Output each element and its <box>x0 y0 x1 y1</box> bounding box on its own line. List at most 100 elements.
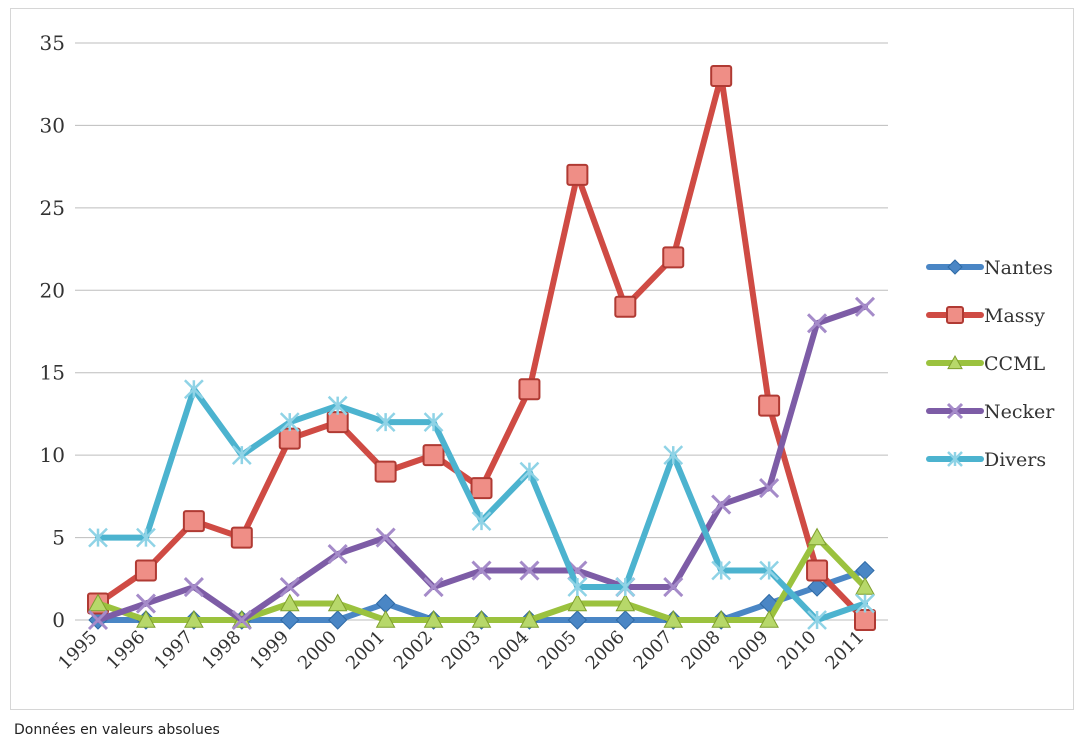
legend-item-divers: Divers <box>926 449 1046 471</box>
data-point <box>423 609 444 628</box>
data-point <box>327 593 348 612</box>
data-point <box>230 526 253 549</box>
data-point <box>855 593 875 614</box>
legend-marker <box>946 402 964 420</box>
data-point <box>375 593 396 614</box>
data-point <box>663 445 684 466</box>
data-point <box>374 460 397 483</box>
data-point <box>135 593 156 614</box>
data-point <box>807 527 827 546</box>
legend-marker <box>946 306 964 324</box>
y-tick-label: 35 <box>40 31 65 55</box>
data-point <box>614 295 637 318</box>
series-divers <box>88 379 875 630</box>
data-point <box>806 559 829 582</box>
legend-label: Massy <box>984 305 1045 327</box>
gridlines <box>75 42 888 621</box>
data-point <box>375 412 396 433</box>
data-point <box>566 163 589 186</box>
data-point <box>423 412 444 433</box>
data-point <box>758 394 781 417</box>
legend-marker <box>947 354 963 370</box>
data-point <box>854 296 876 317</box>
data-point <box>519 461 540 482</box>
x-tick-label: 1998 <box>198 627 245 674</box>
data-point <box>710 64 733 87</box>
x-tick-label: 1996 <box>102 627 149 674</box>
x-tick-label: 2005 <box>534 627 581 674</box>
y-tick-label: 25 <box>40 196 65 220</box>
data-point <box>279 576 300 598</box>
x-tick-label: 2006 <box>582 627 629 674</box>
y-tick-label: 10 <box>40 443 65 467</box>
legend-item-massy: Massy <box>926 305 1045 327</box>
data-point <box>183 576 204 598</box>
x-tick-label: 2000 <box>294 627 341 674</box>
legend-item-ccml: CCML <box>926 353 1046 375</box>
data-point <box>855 576 875 595</box>
data-point <box>134 559 157 582</box>
series-line <box>95 386 868 623</box>
data-point <box>422 444 445 467</box>
y-tick-label: 0 <box>52 608 65 632</box>
data-point <box>518 378 541 401</box>
x-tick-label: 2003 <box>438 627 485 674</box>
x-tick-label: 2004 <box>486 627 533 674</box>
data-point <box>184 609 204 628</box>
data-point <box>88 527 108 548</box>
legend-label: CCML <box>984 353 1046 375</box>
data-point <box>759 560 780 581</box>
series-necker <box>87 296 876 631</box>
data-point <box>87 609 109 631</box>
data-point <box>327 610 348 630</box>
data-point <box>567 577 588 597</box>
data-point <box>375 527 396 548</box>
data-point <box>711 494 732 515</box>
data-point <box>807 610 827 630</box>
data-point <box>423 576 444 598</box>
data-point <box>567 610 588 630</box>
chart-frame: 0 5 10 15 20 25 30 35 1995 1996 1997 1998 1999 2000 20… <box>10 8 1074 710</box>
legend-marker <box>947 451 963 467</box>
y-tick-label: 15 <box>40 361 65 385</box>
data-point <box>278 427 301 450</box>
data-point <box>327 395 348 416</box>
legend-item-necker: Necker <box>926 401 1055 423</box>
data-point <box>279 412 300 433</box>
data-point <box>327 543 348 565</box>
data-point <box>519 609 540 628</box>
data-point <box>567 593 588 612</box>
data-point <box>663 576 684 598</box>
data-point <box>183 379 204 400</box>
x-tick-label: 2001 <box>342 627 389 674</box>
x-tick-label: 1999 <box>246 627 293 674</box>
data-point <box>182 510 205 533</box>
legend-item-nantes: Nantes <box>926 257 1053 279</box>
data-point <box>231 609 252 631</box>
x-tick-label: 2007 <box>630 627 677 674</box>
legend: Nantes Massy CCML Necker Divers <box>926 257 1055 471</box>
x-tick-label: 2009 <box>725 627 772 674</box>
x-tick-label: 2011 <box>821 627 868 674</box>
data-point <box>615 577 636 597</box>
data-point <box>711 560 732 581</box>
legend-label: Divers <box>984 449 1046 471</box>
data-point <box>471 609 492 628</box>
data-point <box>279 593 300 612</box>
data-point <box>519 560 540 581</box>
x-tick-label: 2008 <box>677 627 724 674</box>
data-point <box>136 527 156 548</box>
data-point <box>807 577 827 597</box>
series-line <box>95 72 868 623</box>
x-tick-label: 1995 <box>54 627 101 674</box>
data-point <box>375 609 396 628</box>
data-point <box>759 609 779 628</box>
data-point <box>759 478 780 499</box>
series-layer <box>87 64 876 631</box>
data-point <box>471 511 492 531</box>
data-point <box>88 593 108 612</box>
data-point <box>615 593 636 612</box>
series-massy <box>87 64 876 631</box>
data-point <box>807 313 828 334</box>
